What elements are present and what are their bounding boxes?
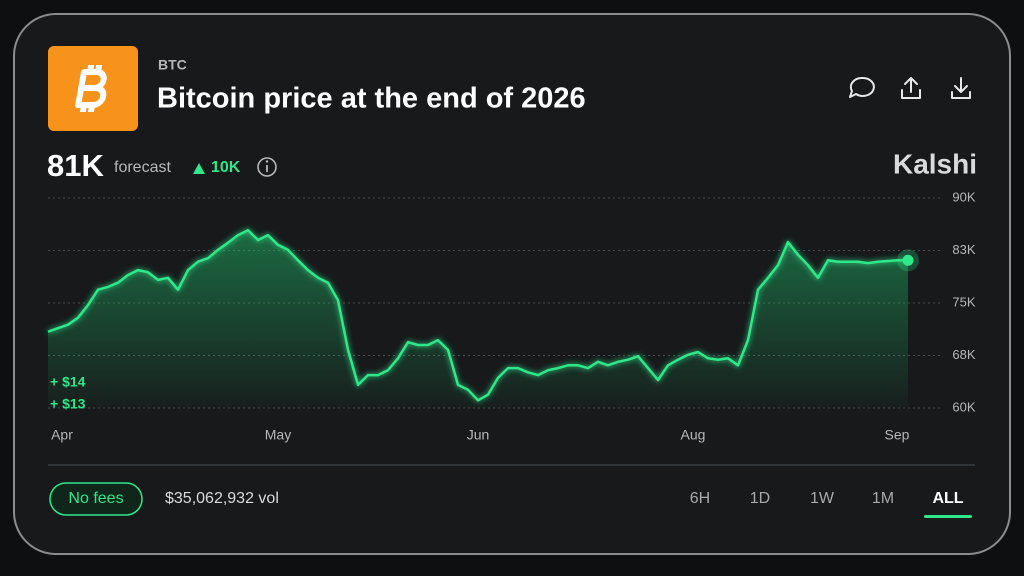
y-tick-label: 90K — [952, 189, 975, 204]
range-tab[interactable]: 1W — [810, 490, 835, 507]
x-tick-label: May — [265, 427, 291, 443]
card — [13, 13, 1011, 555]
y-tick-label: 60K — [952, 399, 975, 414]
price-line — [47, 228, 908, 402]
comment-icon[interactable] — [849, 76, 875, 98]
y-tick-label: 83K — [952, 242, 975, 257]
range-tab[interactable]: 1D — [750, 490, 770, 507]
brand: Kalshi — [893, 148, 977, 179]
annotation: + $14 — [50, 374, 86, 390]
fees-label: No fees — [68, 490, 123, 507]
range-tab[interactable]: 1M — [872, 490, 894, 507]
y-tick-label: 75K — [952, 294, 975, 309]
range-tab[interactable]: 6H — [690, 490, 710, 507]
info-icon[interactable] — [257, 157, 277, 177]
y-tick-label: 68K — [952, 347, 975, 362]
annotation: + $13 — [50, 396, 86, 412]
ticker: BTC — [158, 57, 187, 73]
volume: $35,062,932 vol — [165, 490, 279, 507]
x-tick-label: Jun — [467, 427, 490, 443]
forecast-label: forecast — [114, 159, 171, 176]
forecast-value: 81K — [47, 148, 104, 183]
share-icon[interactable] — [901, 77, 921, 99]
market-title: Bitcoin price at the end of 2026 — [157, 83, 586, 115]
download-icon[interactable] — [951, 77, 971, 99]
btc-logo — [48, 46, 138, 131]
area — [48, 230, 908, 408]
plot: 90K 83K 75K 68K 60K Apr May Jun Aug Sep + $14 + $13 — [47, 189, 976, 443]
range-tabs: 6H 1D 1W 1M ALL — [690, 490, 972, 518]
x-tick-label: Apr — [51, 427, 73, 443]
range-underline — [924, 515, 972, 518]
last-point — [902, 254, 914, 266]
fees-pill — [49, 482, 143, 516]
x-tick-label: Aug — [681, 427, 706, 443]
forecast-change: 10K — [211, 159, 241, 176]
up-arrow — [193, 163, 205, 174]
x-tick-label: Sep — [885, 427, 910, 443]
range-tab[interactable]: ALL — [932, 490, 963, 507]
